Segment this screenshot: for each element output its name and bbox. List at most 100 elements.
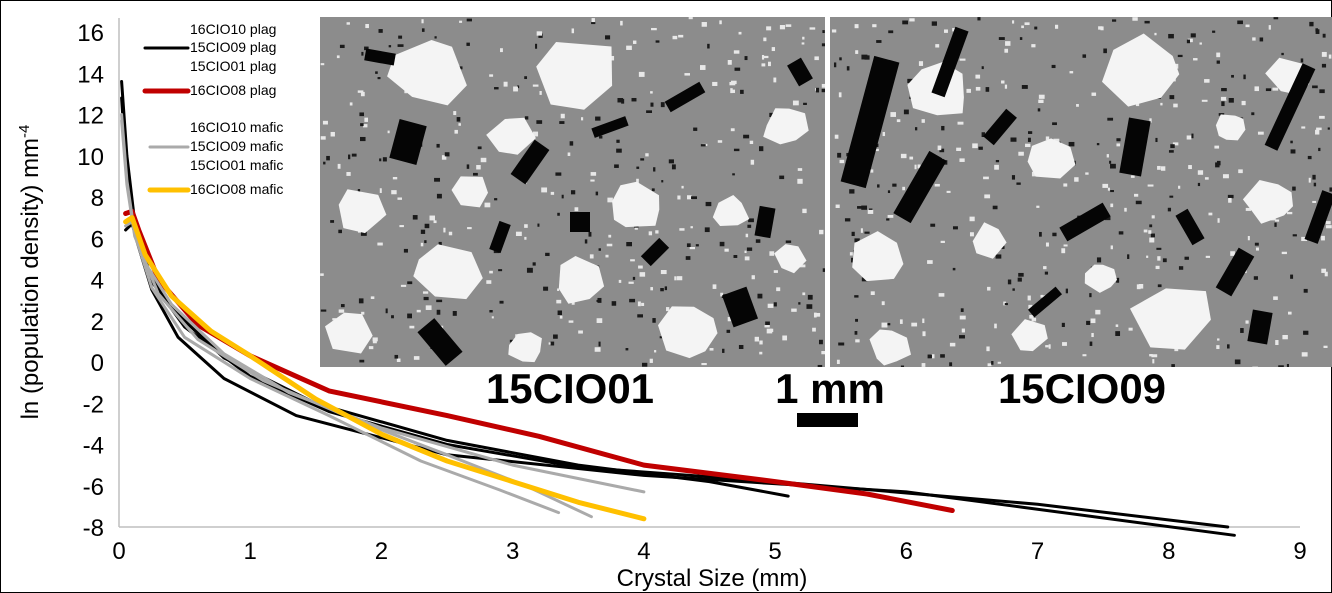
microlite (653, 167, 656, 172)
microlite (763, 55, 769, 59)
y-tick-label: -4 (83, 433, 104, 460)
microlite (1251, 112, 1255, 116)
microlite (1118, 231, 1124, 235)
microlite (961, 328, 965, 333)
microlite (598, 248, 601, 251)
microlite (952, 267, 956, 271)
y-tick-label: 4 (91, 268, 104, 295)
microlite (726, 329, 731, 333)
microlite (1259, 37, 1264, 42)
microlite (639, 272, 646, 277)
microlite (626, 242, 633, 247)
microlite (701, 362, 707, 366)
microlite (1091, 332, 1094, 338)
microlite (1170, 144, 1175, 149)
microlite (1197, 170, 1204, 175)
microlite (1074, 177, 1079, 182)
microlite (717, 140, 723, 143)
microlite (399, 225, 404, 228)
microlite (1110, 163, 1116, 169)
microlite (960, 308, 964, 312)
microlite (921, 119, 925, 123)
microlite (1168, 33, 1174, 39)
x-tick-labels: 0 1 2 3 4 5 6 7 8 9 (112, 538, 1306, 565)
microlite (515, 231, 522, 236)
microlite (1065, 288, 1069, 294)
microlite (941, 125, 945, 131)
microlite (690, 226, 693, 229)
microlite (651, 27, 657, 31)
microlite (630, 259, 635, 262)
x-tick-label: 6 (900, 538, 913, 565)
microlite (1231, 74, 1234, 78)
microlite (975, 74, 981, 79)
microlite (1217, 338, 1220, 341)
microlite (969, 216, 975, 222)
microlite (833, 62, 837, 68)
microlite (489, 270, 493, 274)
microlite (785, 24, 792, 27)
microlite (1028, 304, 1033, 310)
microlite (677, 276, 683, 281)
plagioclase-crystal (893, 150, 947, 224)
microlite (861, 277, 868, 282)
microlite (819, 229, 824, 235)
microlite (621, 98, 625, 104)
microlite (1036, 205, 1040, 208)
microlite (1204, 79, 1210, 83)
legend-label: 15CIO09 plag (190, 39, 276, 55)
microlite (1096, 143, 1100, 146)
microlite (1218, 113, 1225, 116)
y-tick-label: 8 (91, 185, 104, 212)
microlite (526, 267, 533, 273)
microlite (387, 130, 390, 134)
microlite (1102, 183, 1109, 188)
microlite (1237, 20, 1243, 25)
microlite (1238, 169, 1243, 174)
microlite (807, 294, 813, 300)
microlite (992, 205, 998, 210)
microlite (994, 323, 997, 329)
microlite (377, 77, 381, 80)
inset-label-left: 15CIO01 (486, 365, 654, 412)
microlite (759, 351, 763, 355)
microlite (654, 350, 657, 353)
series-line-15cio09-mafic (120, 119, 593, 519)
microlite (677, 195, 681, 200)
microlite (397, 44, 404, 47)
microlite (625, 348, 629, 351)
microlite (1149, 237, 1155, 243)
microlite (1135, 103, 1140, 107)
microlite (1247, 235, 1250, 241)
microlite (822, 30, 825, 34)
microlite (773, 77, 777, 83)
microlite (914, 164, 917, 170)
microlite (1197, 182, 1201, 187)
microlite (984, 194, 991, 199)
microlite (1243, 74, 1246, 80)
microlite (360, 136, 366, 142)
microlite (689, 247, 696, 250)
microlite (1055, 24, 1059, 29)
microlite (849, 189, 855, 194)
plagioclase-crystal (640, 237, 670, 267)
microlite (370, 296, 375, 299)
microlite (1174, 347, 1179, 352)
microlite (668, 159, 674, 164)
microlite (1063, 183, 1068, 187)
microlite (981, 66, 984, 70)
microlite (1278, 365, 1284, 367)
microlite (1240, 328, 1244, 333)
y-tick-label: 10 (77, 144, 104, 171)
microlite (561, 194, 564, 199)
microlite (348, 154, 351, 160)
microlite (802, 208, 807, 214)
y-tick-label: 6 (91, 226, 104, 253)
microlite (870, 169, 874, 173)
microlite (1188, 165, 1192, 170)
microlite (949, 362, 953, 367)
microlite (357, 189, 361, 193)
microlite (730, 128, 735, 132)
microlite (821, 351, 825, 355)
microlite (372, 338, 377, 344)
